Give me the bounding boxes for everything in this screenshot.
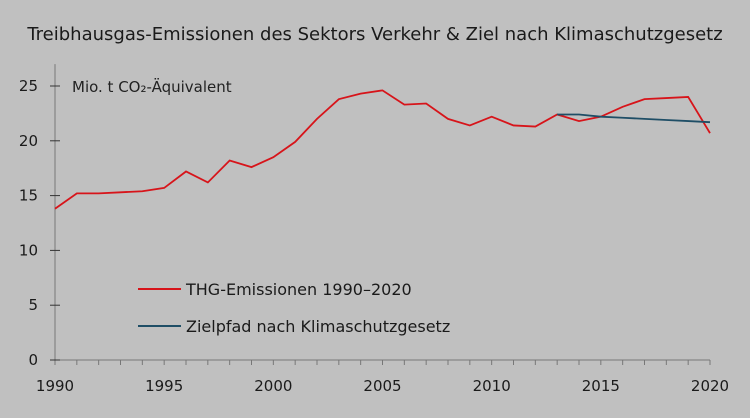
legend-label-1: THG-Emissionen 1990–2020 — [185, 280, 412, 299]
series-line-2 — [557, 113, 711, 124]
x-tick-label: 2015 — [582, 377, 620, 395]
x-tick-label: 1995 — [145, 377, 183, 395]
y-tick-label: 15 — [19, 187, 38, 205]
x-tick-label: 2000 — [254, 377, 292, 395]
y-axis-label: Mio. t CO₂-Äquivalent — [72, 77, 232, 96]
x-tick-label: 2020 — [691, 377, 729, 395]
chart-title: Treibhausgas-Emissionen des Sektors Verk… — [26, 24, 722, 45]
series-line-1 — [54, 89, 711, 210]
y-tick-label: 10 — [19, 241, 38, 259]
x-tick-label: 1990 — [36, 377, 74, 395]
y-tick-label: 20 — [19, 132, 38, 150]
x-tick-label: 2005 — [363, 377, 401, 395]
legend-label-2: Zielpfad nach Klimaschutzgesetz — [186, 317, 450, 336]
y-tick-label: 5 — [28, 296, 38, 314]
x-tick-label: 2010 — [473, 377, 511, 395]
y-tick-label: 25 — [19, 77, 38, 95]
y-tick-label: 0 — [28, 351, 38, 369]
